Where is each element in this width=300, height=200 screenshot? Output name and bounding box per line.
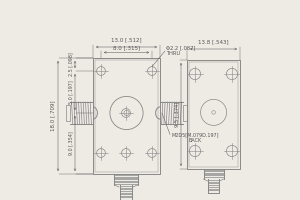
Text: 9.0 [.354]: 9.0 [.354]: [68, 132, 74, 155]
Bar: [183, 105, 187, 121]
Text: 18.0 [.709]: 18.0 [.709]: [51, 101, 56, 131]
Bar: [187, 60, 240, 169]
Text: 9.5 [.374]: 9.5 [.374]: [174, 102, 179, 127]
Text: 13.0 [.512]: 13.0 [.512]: [111, 38, 142, 43]
Bar: [93, 58, 160, 174]
Text: 5.0 [.197]: 5.0 [.197]: [68, 80, 74, 104]
Bar: [95, 60, 158, 172]
Text: M2D5[M.079D.197]
BACK: M2D5[M.079D.197] BACK: [171, 133, 218, 143]
Bar: [189, 62, 238, 167]
Text: 2.5 [.098]: 2.5 [.098]: [68, 53, 74, 76]
Text: Φ2.2 [.087]
THRU: Φ2.2 [.087] THRU: [166, 46, 195, 56]
Text: 8.0 [.315]: 8.0 [.315]: [113, 45, 140, 50]
Bar: [66, 105, 70, 121]
Text: 13.8 [.543]: 13.8 [.543]: [198, 40, 229, 45]
